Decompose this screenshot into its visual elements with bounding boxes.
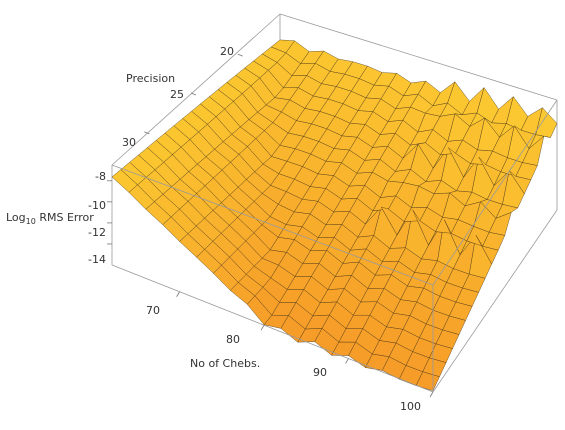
surface-cell (535, 107, 558, 138)
z-axis-label-main: Log (6, 211, 26, 224)
z-axis-label-sub: 10 (26, 217, 36, 226)
y-tick-label-30: 30 (122, 136, 136, 149)
x-tick-label-80: 80 (226, 333, 240, 346)
z-tick-label-10: -10 (88, 199, 106, 212)
tick-mark (345, 358, 349, 364)
tick-mark (144, 131, 150, 135)
x-tick-label-100: 100 (400, 400, 421, 413)
tick-mark (429, 391, 434, 398)
z-axis-label-rest: RMS Error (36, 211, 94, 224)
y-tick-label-25: 25 (170, 88, 184, 101)
x-tick-label-90: 90 (313, 366, 327, 379)
y-axis-label: Precision (126, 72, 175, 85)
bounding-box-front (111, 99, 558, 393)
tick-mark (190, 92, 197, 96)
tick-mark (260, 324, 265, 331)
x-tick-label-70: 70 (146, 304, 160, 317)
tick-mark (237, 53, 243, 57)
z-tick-label-12: -12 (88, 226, 106, 239)
tick-mark (176, 291, 180, 297)
bounding-box-back (111, 13, 558, 265)
z-tick-label-14: -14 (88, 253, 106, 266)
z-axis-label: Log10 RMS Error (6, 211, 94, 226)
y-tick-label-20: 20 (220, 45, 234, 58)
tick-marks (107, 53, 434, 398)
surface-mesh (111, 39, 558, 391)
x-axis-label: No of Chebs. (190, 357, 260, 370)
z-tick-label-8: -8 (95, 170, 106, 183)
